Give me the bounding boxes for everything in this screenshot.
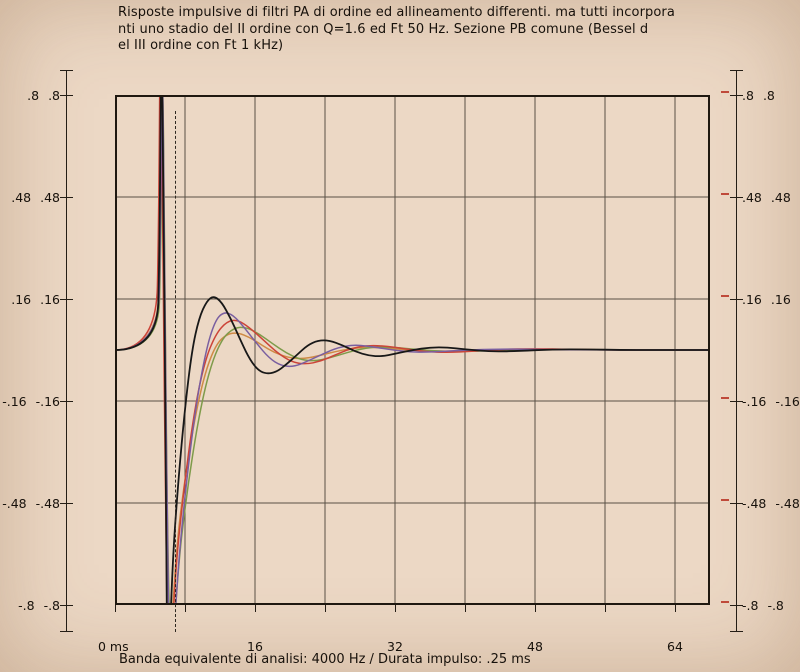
y-axis-label: .48 (11, 189, 32, 205)
y-axis-label: .8 (762, 87, 775, 103)
ruler-end-tick (730, 631, 743, 632)
y-axis-label: -.16 (2, 393, 27, 409)
analysis-caption: Banda equivalente di analisi: 4000 Hz / … (119, 652, 531, 667)
x-axis-tick (395, 605, 396, 612)
y-axis-label-pair: .48 .48 (0, 189, 60, 205)
y-axis-label-pair: .48 .48 (742, 189, 800, 205)
y-axis-label: -.16 (742, 393, 767, 409)
ruler-end-tick (60, 70, 73, 71)
y-axis-label: .16 (11, 291, 32, 307)
y-axis-label: .8 (742, 87, 754, 103)
x-axis-tick (535, 605, 536, 612)
y-axis-tick (60, 401, 73, 402)
x-axis-label: 32 (387, 639, 403, 654)
x-axis-label: 16 (247, 639, 263, 654)
y-axis-label-pair: -.48 -.48 (742, 495, 800, 511)
x-axis-label: 64 (667, 639, 683, 654)
y-axis-label: .16 (770, 291, 791, 307)
ruler-end-tick (730, 70, 743, 71)
y-axis-tick (60, 503, 73, 504)
y-axis-tick (60, 605, 73, 606)
ruler-end-tick (60, 631, 73, 632)
y-axis-tick (60, 299, 73, 300)
y-axis-tick (730, 299, 743, 300)
y-axis-tick (730, 95, 743, 96)
left-ruler-line (66, 70, 67, 632)
x-axis-label: 0 ms (98, 639, 129, 654)
y-axis-label: -.48 (742, 495, 767, 511)
y-axis-label: .8 (27, 87, 40, 103)
y-axis-label: -.16 (35, 393, 60, 409)
y-axis-red-tick (721, 193, 729, 195)
y-axis-label-pair: -.8 -.8 (0, 597, 60, 613)
y-axis-label: -.8 (742, 597, 759, 613)
y-axis-red-tick (721, 91, 729, 93)
y-axis-label: .48 (770, 189, 791, 205)
chart-heading-line-3: el III ordine con Ft 1 kHz) (118, 38, 284, 53)
y-axis-label: -.8 (18, 597, 35, 613)
y-axis-tick (730, 401, 743, 402)
x-axis-tick (325, 605, 326, 612)
y-axis-label: .48 (40, 189, 60, 205)
y-axis-label-pair: -.8 -.8 (742, 597, 800, 613)
y-axis-red-tick (721, 397, 729, 399)
y-axis-label: .8 (48, 87, 60, 103)
y-axis-label: -.48 (35, 495, 60, 511)
right-ruler-line (736, 70, 737, 632)
y-axis-red-tick (721, 295, 729, 297)
impulse-response-chart (115, 95, 710, 605)
chart-heading-line-2: nti uno stadio del II ordine con Q=1.6 e… (118, 21, 649, 37)
y-axis-label-pair: -.16 -.16 (0, 393, 60, 409)
plot-border (115, 95, 710, 605)
y-axis-red-tick (721, 499, 729, 501)
x-axis-tick (255, 605, 256, 612)
x-axis-tick (185, 605, 186, 612)
y-axis-red-tick (721, 601, 729, 603)
y-axis-tick (730, 197, 743, 198)
chart-heading-line-1: Risposte impulsive di filtri PA di ordin… (118, 5, 675, 20)
y-axis-label: -.48 (2, 495, 27, 511)
x-axis-label: 48 (527, 639, 543, 654)
y-axis-label: -.8 (43, 597, 60, 613)
y-axis-label-pair: .8 .8 (0, 87, 60, 103)
y-axis-label: .16 (742, 291, 762, 307)
y-axis-label: .48 (742, 189, 762, 205)
y-axis-label-pair: .16 .16 (742, 291, 800, 307)
y-axis-tick (730, 503, 743, 504)
x-axis-tick (115, 605, 116, 612)
y-axis-tick (60, 95, 73, 96)
trace-black (115, 95, 710, 605)
y-axis-label: -.48 (775, 495, 800, 511)
y-axis-label-pair: -.16 -.16 (742, 393, 800, 409)
y-axis-tick (730, 605, 743, 606)
y-axis-label-pair: -.48 -.48 (0, 495, 60, 511)
x-axis-tick (675, 605, 676, 612)
chart-heading: Risposte impulsive di filtri PA di ordin… (118, 5, 675, 55)
y-axis-label-pair: .8 .8 (742, 87, 800, 103)
impulse-cursor-line (175, 111, 176, 632)
x-axis-tick (605, 605, 606, 612)
x-axis-tick (465, 605, 466, 612)
y-axis-tick (60, 197, 73, 198)
y-axis-label: .16 (40, 291, 60, 307)
y-axis-label: -.16 (775, 393, 800, 409)
y-axis-label: -.8 (767, 597, 784, 613)
plot-area (115, 95, 710, 605)
y-axis-label-pair: .16 .16 (0, 291, 60, 307)
